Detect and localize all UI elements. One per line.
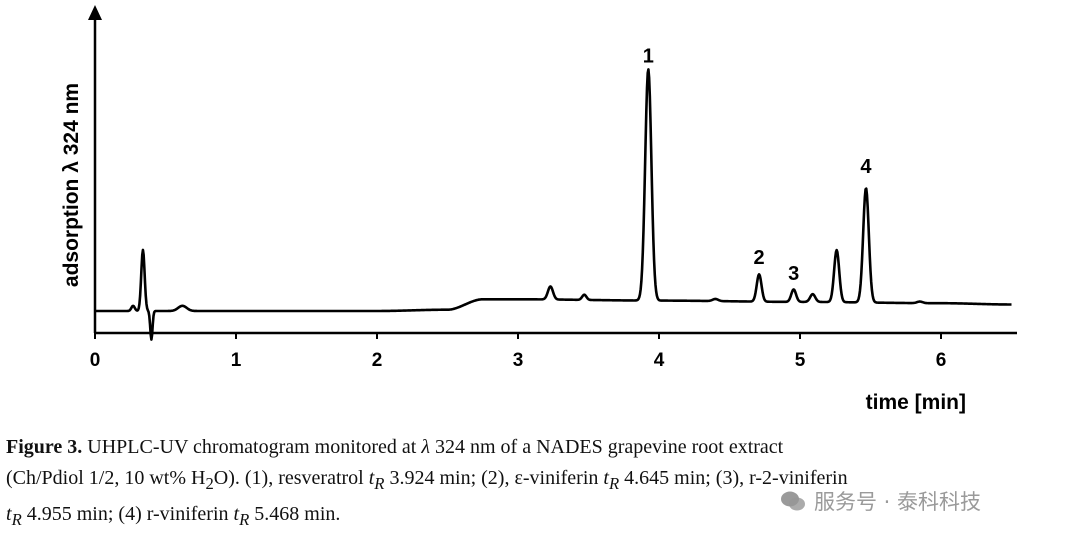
y-axis-title: adsorption λ 324 nm (60, 83, 83, 287)
caption-text: 5.468 min. (249, 503, 341, 525)
figure-label: Figure 3. (6, 436, 83, 458)
caption-text: 4.645 min; (3), r-2-viniferin (619, 467, 848, 489)
caption-subscript: R (11, 510, 22, 529)
x-tick-label: 2 (372, 350, 383, 371)
caption-text: (Ch/Pdiol 1/2, 10 wt% H (6, 467, 206, 489)
caption-lambda: λ (421, 436, 430, 458)
caption-italic: t (368, 467, 375, 489)
x-tick-label: 4 (654, 350, 665, 371)
peak-label-4: 4 (860, 156, 872, 178)
caption-text: 3.924 min; (2), ε-viniferin (384, 467, 604, 489)
x-tick-label: 0 (90, 350, 101, 371)
chromatogram-chart: 0 1 2 3 4 5 6 1 2 3 4 adsorption λ 324 nm time [m… (60, 5, 1017, 414)
x-axis-title: time [min] (866, 391, 966, 414)
caption-line-2: (Ch/Pdiol 1/2, 10 wt% H2O). (1), resvera… (6, 463, 1076, 499)
figure-caption: Figure 3. UHPLC-UV chromatogram monitore… (6, 432, 1076, 535)
caption-line-1: Figure 3. UHPLC-UV chromatogram monitore… (6, 432, 1076, 463)
caption-italic: t (6, 503, 12, 525)
caption-text: 4.955 min; (4) r-viniferin (21, 503, 234, 525)
y-axis-arrow-icon (88, 5, 102, 20)
peak-label-3: 3 (788, 263, 799, 285)
x-tick-label: 6 (936, 350, 947, 371)
x-tick-label: 5 (795, 350, 806, 371)
x-tick-label: 1 (231, 350, 242, 371)
chart-axes (88, 5, 1017, 335)
watermark-text: 服务号 · 泰科科技 (814, 490, 982, 514)
caption-text: UHPLC-UV chromatogram monitored at (82, 436, 422, 458)
chromatogram-trace (94, 68, 1013, 341)
x-tick-label: 3 (513, 350, 524, 371)
caption-italic: t (603, 467, 609, 489)
caption-italic: t (233, 503, 240, 525)
caption-subscript: R (239, 510, 250, 529)
wechat-logo-icon (781, 491, 805, 511)
caption-subscript: R (374, 474, 385, 493)
watermark: 服务号 · 泰科科技 (780, 484, 1070, 518)
caption-line-3: tR 4.955 min; (4) r-viniferin tR 5.468 m… (6, 499, 1076, 535)
caption-subscript: 2 (205, 474, 214, 493)
peak-label-1: 1 (643, 46, 654, 68)
peak-label-2: 2 (754, 247, 765, 269)
caption-text: O). (1), resveratrol (213, 467, 369, 489)
caption-text: 324 nm of a NADES grapevine root extract (429, 436, 784, 458)
caption-subscript: R (608, 474, 620, 493)
